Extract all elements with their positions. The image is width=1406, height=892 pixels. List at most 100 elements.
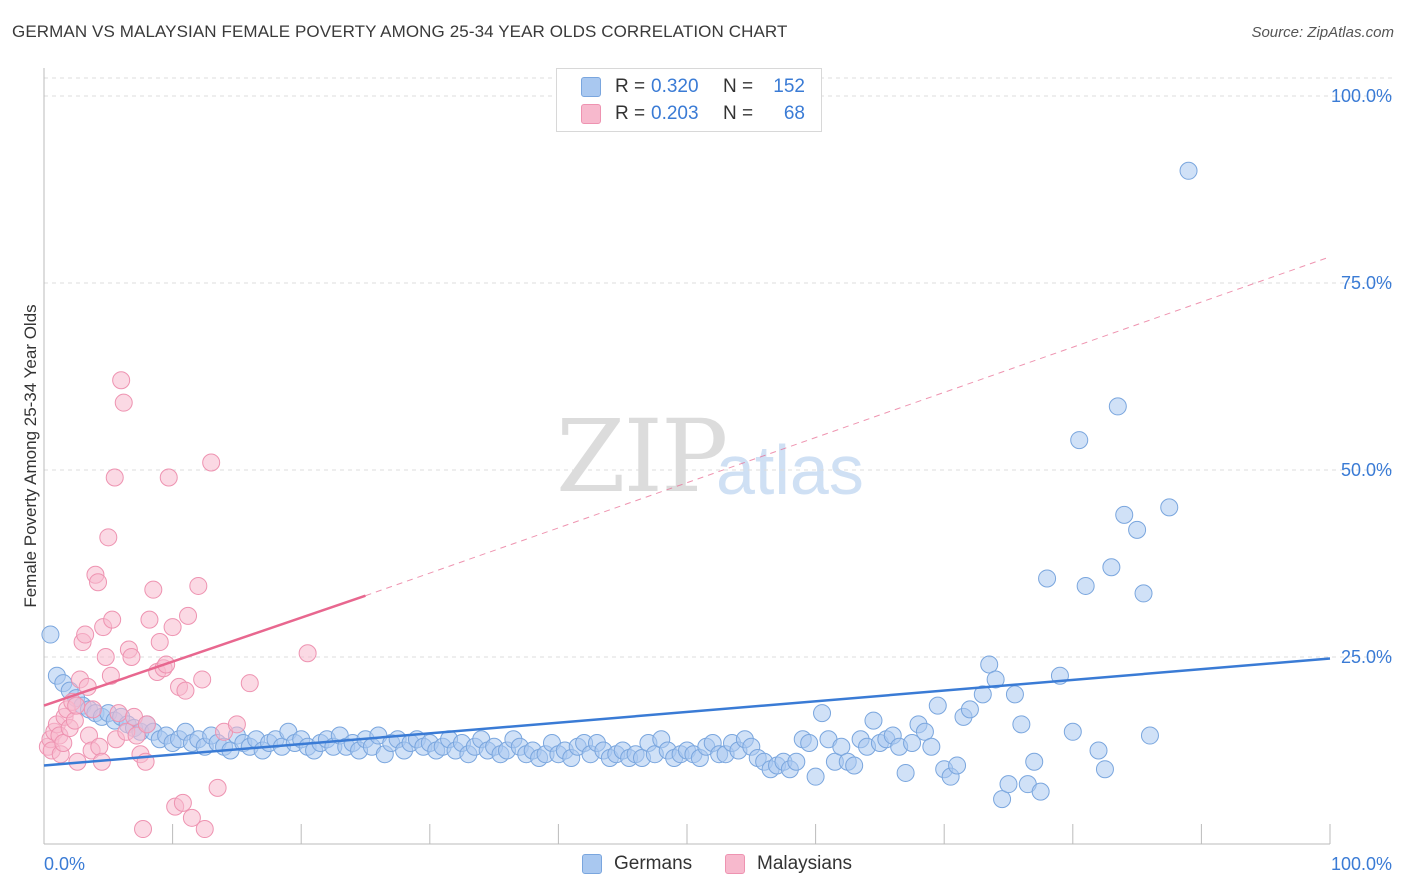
point-malaysians bbox=[163, 618, 182, 637]
point-germans bbox=[1012, 715, 1031, 734]
point-malaysians bbox=[240, 674, 259, 693]
point-malaysians bbox=[193, 670, 212, 689]
point-malaysians bbox=[99, 528, 118, 547]
point-germans bbox=[922, 737, 941, 756]
point-germans bbox=[1108, 397, 1127, 416]
point-germans bbox=[948, 756, 967, 775]
point-germans bbox=[973, 685, 992, 704]
point-germans bbox=[960, 700, 979, 719]
x-tick-label: 100.0% bbox=[1331, 854, 1392, 874]
point-germans bbox=[1140, 726, 1159, 745]
legend-r-value: 0.320 bbox=[651, 76, 699, 97]
watermark-zip: ZIP bbox=[556, 398, 728, 515]
point-malaysians bbox=[54, 734, 73, 753]
legend-r-label: R = bbox=[615, 76, 646, 97]
point-germans bbox=[1063, 722, 1082, 741]
legend-n-value: 152 bbox=[773, 76, 805, 97]
point-malaysians bbox=[189, 576, 208, 595]
point-malaysians bbox=[109, 704, 128, 723]
point-malaysians bbox=[101, 666, 120, 685]
point-germans bbox=[986, 670, 1005, 689]
point-malaysians bbox=[112, 371, 131, 390]
point-malaysians bbox=[65, 711, 84, 730]
point-malaysians bbox=[150, 633, 169, 652]
point-malaysians bbox=[144, 580, 163, 599]
point-germans bbox=[999, 775, 1018, 794]
trend-line-germans bbox=[43, 657, 1331, 767]
y-axis-label: Female Poverty Among 25-34 Year Olds bbox=[21, 304, 40, 607]
point-germans bbox=[1115, 505, 1134, 524]
y-tick-label: 100.0% bbox=[1331, 86, 1392, 106]
point-germans bbox=[806, 767, 825, 786]
point-malaysians bbox=[227, 715, 246, 734]
legend-swatch-malaysians bbox=[581, 104, 601, 124]
y-tick-label: 25.0% bbox=[1341, 647, 1392, 667]
legend-n-label: N = bbox=[723, 103, 754, 124]
point-malaysians bbox=[90, 737, 109, 756]
bottom-legend-malaysians: Malaysians bbox=[725, 851, 852, 877]
chart-title: GERMAN VS MALAYSIAN FEMALE POVERTY AMONG… bbox=[12, 22, 788, 41]
point-malaysians bbox=[176, 681, 195, 700]
point-malaysians bbox=[122, 648, 141, 666]
trend-extension-malaysians bbox=[365, 256, 1331, 597]
point-malaysians bbox=[195, 820, 214, 839]
point-germans bbox=[928, 696, 947, 715]
point-germans bbox=[41, 625, 60, 644]
point-malaysians bbox=[83, 700, 102, 719]
source-label: Source: ZipAtlas.com bbox=[1251, 24, 1394, 41]
point-malaysians bbox=[127, 726, 146, 745]
point-germans bbox=[1070, 431, 1089, 450]
point-germans bbox=[1095, 760, 1114, 779]
point-malaysians bbox=[89, 573, 108, 592]
point-malaysians bbox=[179, 606, 198, 625]
point-malaysians bbox=[96, 648, 115, 666]
point-germans bbox=[1089, 741, 1108, 760]
legend-row-germans: R = 0.320 N = 152 bbox=[581, 75, 805, 99]
bottom-legend-label-germans: Germans bbox=[614, 853, 693, 874]
y-tick-label: 75.0% bbox=[1341, 273, 1392, 293]
point-malaysians bbox=[182, 808, 201, 827]
point-malaysians bbox=[298, 644, 317, 663]
point-malaysians bbox=[103, 610, 122, 629]
point-germans bbox=[787, 752, 806, 771]
point-germans bbox=[1005, 685, 1024, 704]
point-malaysians bbox=[137, 715, 156, 734]
legend-swatch-germans bbox=[581, 77, 601, 97]
y-tick-label: 50.0% bbox=[1341, 460, 1392, 480]
point-germans bbox=[993, 790, 1012, 809]
point-germans bbox=[832, 737, 851, 756]
point-germans bbox=[1128, 520, 1147, 539]
point-germans bbox=[980, 655, 999, 674]
point-malaysians bbox=[208, 778, 227, 797]
legend-r-value: 0.203 bbox=[651, 103, 699, 124]
point-malaysians bbox=[114, 393, 133, 412]
point-germans bbox=[1031, 782, 1050, 801]
legend-row-malaysians: R = 0.203 N = 68 bbox=[581, 102, 805, 126]
point-malaysians bbox=[159, 468, 178, 487]
point-malaysians bbox=[134, 820, 153, 839]
point-malaysians bbox=[140, 610, 159, 629]
x-tick-label: 0.0% bbox=[44, 854, 85, 874]
point-germans bbox=[864, 711, 883, 730]
bottom-legend-swatch-malaysians bbox=[725, 854, 745, 874]
point-malaysians bbox=[202, 453, 221, 472]
point-germans bbox=[903, 734, 922, 753]
point-germans bbox=[915, 722, 934, 741]
point-germans bbox=[800, 734, 819, 753]
point-germans bbox=[1102, 558, 1121, 577]
point-germans bbox=[1179, 161, 1198, 180]
point-germans bbox=[1025, 752, 1044, 771]
point-germans bbox=[813, 704, 832, 723]
legend-n-label: N = bbox=[723, 76, 754, 97]
point-germans bbox=[1160, 498, 1179, 517]
bottom-legend-swatch-germans bbox=[582, 854, 602, 874]
trend-line-malaysians bbox=[43, 594, 366, 707]
legend-r-label: R = bbox=[615, 103, 646, 124]
point-germans bbox=[1134, 584, 1153, 603]
bottom-legend-germans: Germans bbox=[582, 851, 692, 877]
legend-box: R = 0.320 N = 152 R = 0.203 N = 68 bbox=[556, 68, 822, 132]
point-malaysians bbox=[76, 625, 95, 644]
legend-n-value: 68 bbox=[783, 103, 805, 124]
point-germans bbox=[896, 763, 915, 782]
